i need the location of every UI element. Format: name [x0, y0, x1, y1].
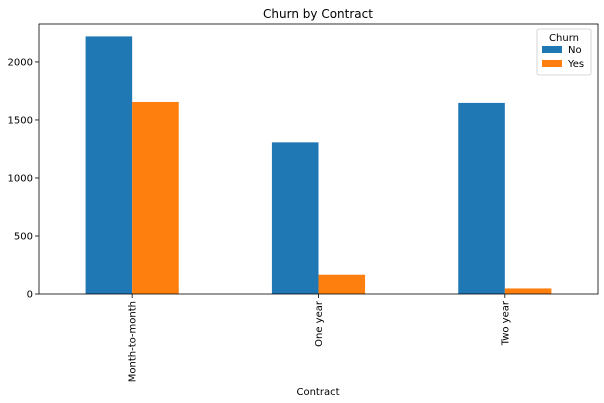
bar-yes-0: [132, 101, 179, 294]
x-axis-label: Contract: [296, 387, 339, 398]
chart-title: Churn by Contract: [263, 7, 373, 21]
bar-yes-1: [318, 274, 366, 294]
legend-swatch-no: [542, 46, 562, 53]
y-tick-label: 1000: [8, 173, 33, 184]
y-tick-label: 1500: [8, 115, 33, 126]
y-tick-label: 0: [27, 290, 33, 301]
legend-title: Churn: [549, 33, 579, 44]
y-tick-label: 500: [14, 231, 33, 242]
bar-no-2: [458, 102, 505, 294]
bar-no-0: [85, 36, 133, 294]
bar-no-1: [271, 142, 319, 294]
legend-label-no: No: [568, 45, 582, 56]
x-tick-label: Month-to-month: [128, 301, 139, 382]
x-tick-label: Two year: [500, 300, 511, 346]
x-tick-label: One year: [314, 300, 325, 347]
legend-swatch-yes: [542, 60, 562, 67]
y-tick-label: 2000: [8, 57, 33, 68]
bar-yes-2: [504, 288, 552, 294]
legend-label-yes: Yes: [567, 59, 584, 70]
